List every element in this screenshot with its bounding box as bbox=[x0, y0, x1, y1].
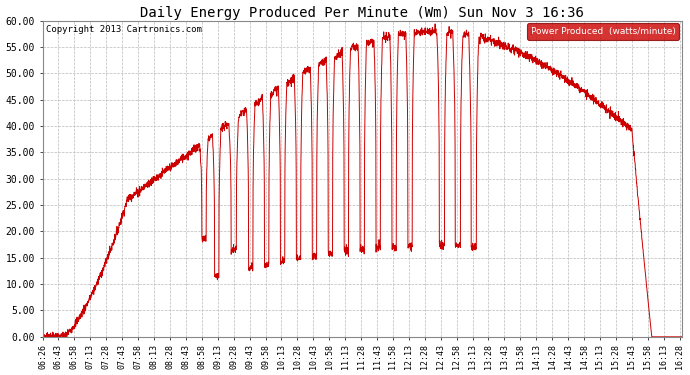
Title: Daily Energy Produced Per Minute (Wm) Sun Nov 3 16:36: Daily Energy Produced Per Minute (Wm) Su… bbox=[140, 6, 584, 20]
Legend: Power Produced  (watts/minute): Power Produced (watts/minute) bbox=[527, 23, 679, 40]
Text: Copyright 2013 Cartronics.com: Copyright 2013 Cartronics.com bbox=[46, 26, 201, 34]
